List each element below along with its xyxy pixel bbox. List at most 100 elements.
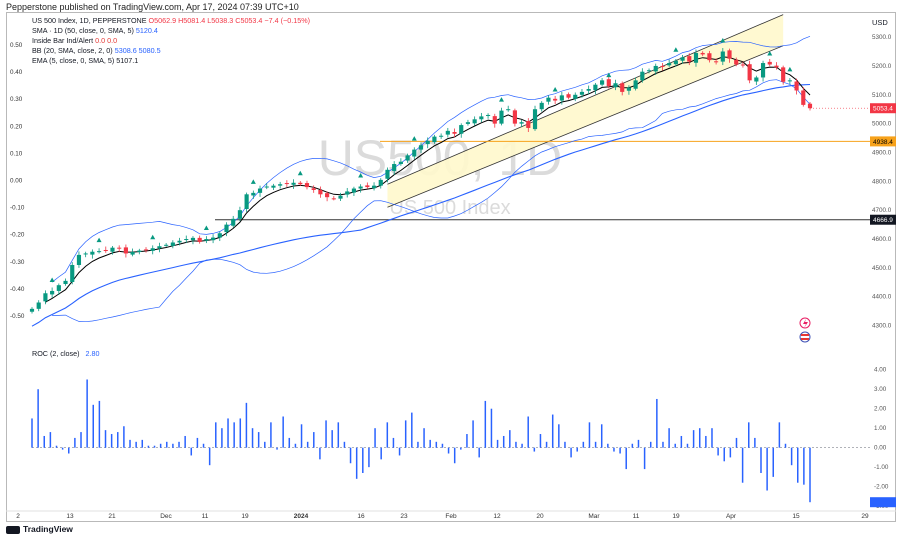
- candle-body: [231, 218, 236, 226]
- legend-insidebar-label: Inside Bar Ind/Alert: [32, 36, 94, 45]
- right-axis-tick: 4700.0: [872, 207, 892, 214]
- roc-axis-tick: 2.00: [874, 406, 887, 413]
- inside-bar-marker-icon: [150, 234, 156, 240]
- level-label-orange-bg: [870, 136, 896, 147]
- candle-body: [157, 246, 162, 249]
- trend-channel-fill: [387, 14, 784, 208]
- left-axis-tick: 0.40: [10, 69, 23, 76]
- candle-body: [620, 83, 625, 92]
- legend-bb-label: BB (20, SMA, close, 2, 0): [32, 46, 113, 55]
- legend-ema-value: 5107.1: [116, 56, 139, 65]
- inside-bar-marker-icon: [673, 47, 679, 52]
- level-label-black-bg: [870, 214, 896, 225]
- candle-body: [385, 169, 390, 179]
- time-axis-tick: 13: [66, 513, 74, 520]
- candle-body: [439, 135, 444, 137]
- legend-ema-label: EMA (5, close, 0, SMA, 5): [32, 56, 115, 65]
- candle-body: [646, 70, 652, 72]
- inside-bar-marker-icon: [767, 50, 773, 56]
- time-axis-tick: 11: [633, 513, 640, 520]
- candle-body: [479, 116, 484, 120]
- candle-body: [546, 97, 551, 102]
- watermark-name: US 500 Index: [389, 197, 510, 219]
- candle-body: [103, 249, 108, 251]
- candle-body: [345, 191, 350, 195]
- candle-body: [673, 60, 678, 65]
- candle-body: [573, 94, 578, 99]
- time-axis-tick: Mar: [588, 513, 600, 520]
- candle-body: [734, 59, 739, 65]
- candle-body: [184, 239, 189, 241]
- candle-body: [465, 122, 471, 124]
- legend-symbol[interactable]: US 500 Index, 1D, PEPPERSTONE: [32, 16, 147, 25]
- candle-body: [640, 71, 645, 81]
- right-axis-tick: 4400.0: [872, 294, 892, 301]
- candle-body: [164, 244, 169, 246]
- level-label-orange: 4938.4: [873, 139, 893, 146]
- legend-sma-row[interactable]: SMA · 1D (50, close, 0, SMA, 5) 5120.4: [32, 26, 310, 36]
- tradingview-brand-text: TradingView: [23, 524, 73, 534]
- candle-body: [244, 194, 249, 210]
- candle-body: [177, 240, 182, 243]
- left-axis-tick: 0.30: [10, 96, 23, 103]
- roc-axis-tick: -1.00: [874, 464, 889, 471]
- time-axis-tick: 29: [861, 513, 869, 520]
- candle-body: [331, 198, 336, 200]
- tradingview-brand: TradingView: [6, 524, 73, 534]
- time-axis-tick: 19: [241, 513, 249, 520]
- candle-body: [137, 250, 142, 253]
- candle-body: [452, 131, 457, 134]
- candle-body: [90, 251, 95, 255]
- legend-bb-row[interactable]: BB (20, SMA, close, 2, 0) 5308.6 5080.5: [32, 46, 310, 56]
- candle-body: [760, 63, 766, 78]
- candle-body: [70, 264, 75, 283]
- candle-body: [398, 161, 403, 165]
- time-axis-tick: 15: [792, 513, 800, 520]
- candle-body: [29, 308, 35, 312]
- candle-body: [251, 192, 256, 196]
- roc-legend-label: ROC (2, close): [32, 349, 80, 358]
- legend-bb-value: 5308.6 5080.5: [114, 46, 161, 55]
- candle-body: [170, 242, 175, 246]
- candle-body: [63, 280, 68, 285]
- legend-symbol-row: US 500 Index, 1D, PEPPERSTONE O5062.9 H5…: [32, 16, 310, 26]
- candle-body: [432, 136, 437, 143]
- legend-sma-value: 5120.4: [135, 26, 158, 35]
- candle-body: [445, 130, 450, 135]
- candle-body: [311, 188, 316, 190]
- candle-body: [358, 186, 363, 189]
- left-axis-tick: -0.50: [10, 313, 25, 320]
- time-axis-tick: 19: [672, 513, 680, 520]
- time-axis-tick: Feb: [445, 513, 457, 520]
- candle-body: [539, 102, 544, 110]
- candle-body: [519, 122, 524, 124]
- roc-axis-tick: 3.00: [874, 386, 887, 393]
- tradingview-logo-icon: [6, 525, 20, 534]
- last-price-label-bg: [870, 103, 896, 114]
- us-flag-icon: [799, 331, 811, 343]
- candle-body: [257, 188, 263, 193]
- roc-legend[interactable]: ROC (2, close) 2.80: [32, 349, 100, 358]
- legend-ema-row[interactable]: EMA (5, close, 0, SMA, 5) 5107.1: [32, 56, 310, 66]
- legend-insidebar-row[interactable]: Inside Bar Ind/Alert 0.0 0.0: [32, 36, 310, 46]
- candle-body: [727, 50, 732, 59]
- candle-body: [626, 87, 631, 91]
- channel-upper-line: [387, 14, 784, 185]
- currency-label[interactable]: USD: [872, 18, 888, 27]
- right-axis-tick: 4800.0: [872, 178, 892, 185]
- candle-body: [633, 80, 638, 89]
- candle-body: [318, 189, 323, 195]
- candle-body: [83, 253, 88, 255]
- candle-body: [338, 195, 343, 199]
- bollinger-upper-line: [51, 35, 811, 283]
- time-axis-tick: Dec: [160, 513, 172, 520]
- time-axis-tick: 2: [16, 513, 20, 520]
- candle-body: [579, 91, 585, 95]
- candle-body: [532, 109, 538, 130]
- candle-body: [492, 116, 497, 124]
- inside-bar-marker-icon: [552, 87, 558, 92]
- candle-body: [217, 233, 222, 238]
- left-axis-tick: -0.40: [10, 286, 25, 293]
- time-axis-tick: 11: [202, 513, 209, 520]
